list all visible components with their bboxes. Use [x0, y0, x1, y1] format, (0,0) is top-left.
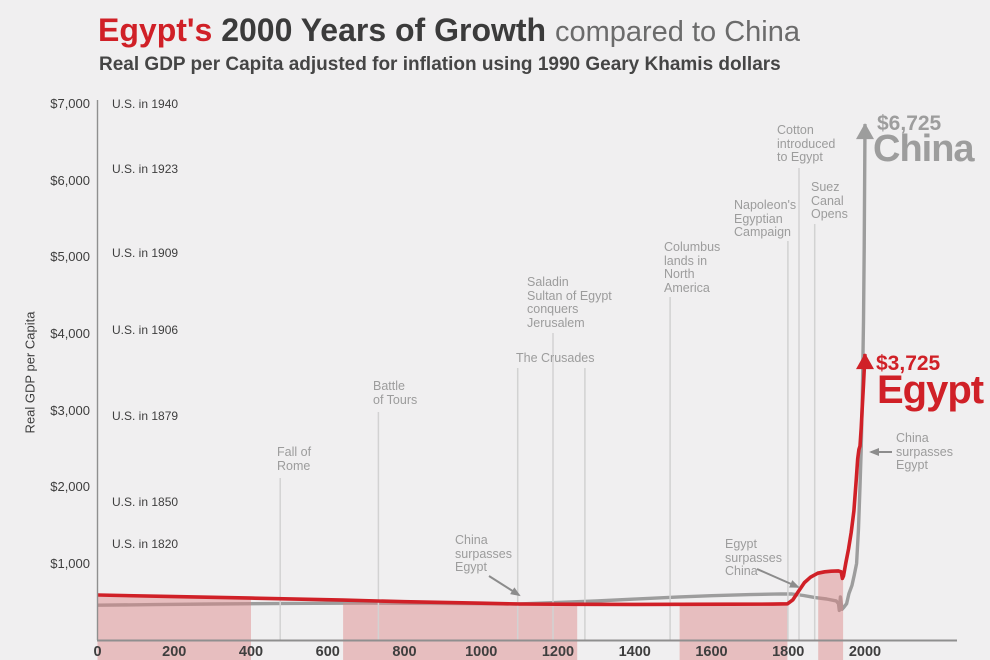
annotation-arrow-egypt-surpasses-china-head-icon	[789, 580, 800, 588]
china-series-line	[97, 124, 867, 613]
egypt-end-arrow-icon	[856, 353, 874, 370]
china-end-arrow-icon	[856, 123, 874, 140]
annotation-arrow-china-surpasses-egypt-medieval-head-icon	[510, 587, 521, 597]
egypt-series-line	[97, 354, 867, 607]
highlight-band-2	[679, 604, 788, 660]
highlight-band-3	[818, 572, 844, 660]
annotation-arrow-china-surpasses-egypt-modern-head-icon	[869, 448, 879, 456]
highlight-band-0	[97, 596, 251, 660]
highlight-band-1	[343, 602, 578, 660]
